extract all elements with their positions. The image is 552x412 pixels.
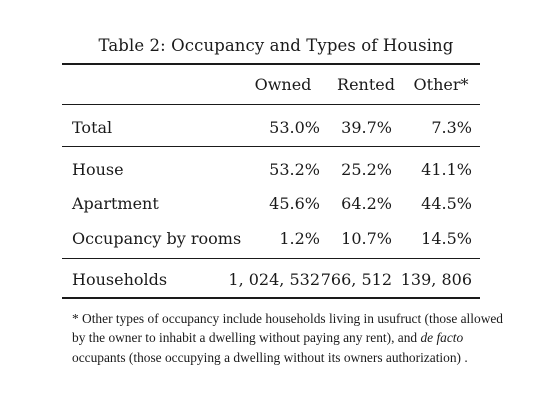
total-rule — [62, 146, 480, 147]
cell-house-other: 41.1% — [421, 160, 472, 179]
cell-occupancy-owned: 1.2% — [279, 229, 320, 248]
cell-apartment-other: 44.5% — [421, 194, 472, 213]
bottom-rule — [62, 297, 480, 299]
row-label-total: Total — [72, 118, 113, 137]
column-header-rented: Rented — [337, 75, 395, 94]
column-header-other: Other* — [413, 75, 469, 94]
row-label-occupancy-by-rooms: Occupancy by rooms — [72, 229, 242, 248]
rooms-rule — [62, 258, 480, 259]
cell-total-other: 7.3% — [431, 118, 472, 137]
cell-house-owned: 53.2% — [269, 160, 320, 179]
cell-households-rented: 766, 512 — [320, 270, 392, 289]
cell-occupancy-other: 14.5% — [421, 229, 472, 248]
cell-households-other: 139, 806 — [400, 270, 472, 289]
footnote-text-end: occupants (those occupying a dwelling wi… — [72, 349, 468, 365]
cell-house-rented: 25.2% — [341, 160, 392, 179]
footnote-text-start: * Other types of occupancy include house… — [72, 311, 504, 346]
cell-households-owned: 1, 024, 532 — [228, 270, 320, 289]
column-header-owned: Owned — [254, 75, 312, 94]
row-label-house: House — [72, 160, 124, 179]
table-caption: Table 2: Occupancy and Types of Housing — [98, 36, 454, 55]
row-label-households: Households — [72, 270, 168, 289]
top-rule — [62, 63, 480, 65]
cell-occupancy-rented: 10.7% — [341, 229, 392, 248]
footnote-italic-term: de facto — [420, 330, 464, 346]
cell-total-owned: 53.0% — [269, 118, 320, 137]
table-footnote: * Other types of occupancy include house… — [72, 309, 512, 367]
header-rule — [62, 104, 480, 105]
cell-apartment-rented: 64.2% — [341, 194, 392, 213]
cell-total-rented: 39.7% — [341, 118, 392, 137]
row-label-apartment: Apartment — [72, 194, 159, 213]
cell-apartment-owned: 45.6% — [269, 194, 320, 213]
